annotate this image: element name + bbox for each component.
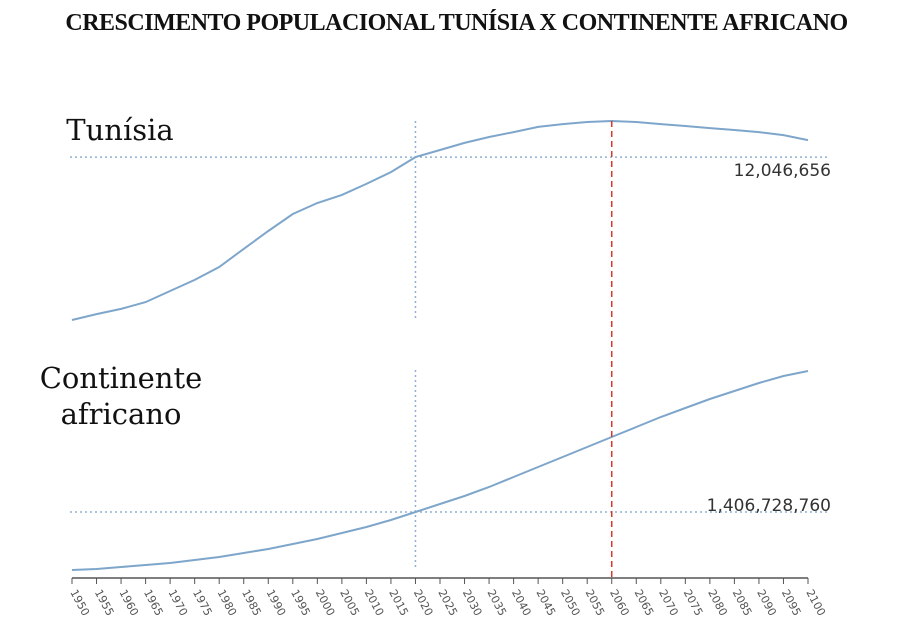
x-tick-label: 2095	[779, 587, 804, 618]
x-tick-label: 2005	[337, 587, 362, 618]
x-tick-label: 1950	[67, 587, 92, 618]
x-tick-label: 2085	[730, 587, 755, 618]
x-tick-label: 2025	[435, 587, 460, 618]
value-label: 1,406,728,760	[707, 496, 831, 516]
x-tick-label: 2000	[313, 587, 338, 618]
line	[71, 370, 809, 571]
x-tick-label: 2080	[705, 587, 730, 618]
line	[71, 119, 809, 321]
x-tick-label: 2055	[583, 587, 608, 618]
x-tick-label: 1965	[141, 587, 166, 618]
x-tick-label: 1955	[92, 587, 117, 618]
x-tick-label: 2010	[362, 587, 387, 618]
x-tick-label: 2075	[681, 587, 706, 618]
value-label: 12,046,656	[734, 161, 831, 181]
x-tick-label: 1970	[165, 587, 190, 618]
x-tick-label: 2060	[607, 587, 632, 618]
x-tick-label: 1980	[215, 587, 240, 618]
x-tick-label: 2045	[533, 587, 558, 618]
x-tick-label: 2050	[558, 587, 583, 618]
x-tick-label: 1995	[288, 587, 313, 618]
x-tick-label: 1985	[239, 587, 264, 618]
x-tick-label: 1990	[264, 587, 289, 618]
x-tick-label: 2100	[803, 587, 828, 618]
x-tick-label: 2040	[509, 587, 534, 618]
x-tick-label: 2030	[460, 587, 485, 618]
x-tick-label: 2065	[632, 587, 657, 618]
x-tick-label: 2015	[386, 587, 411, 618]
x-tick-label: 2090	[754, 587, 779, 618]
panel-title: Tunísia	[66, 113, 174, 147]
x-tick-label: 1960	[116, 587, 141, 618]
page-title: CRESCIMENTO POPULACIONAL TUNÍSIA X CONTI…	[65, 10, 848, 36]
x-tick-label: 1975	[190, 587, 215, 618]
panel-title: Continente africano	[39, 361, 203, 431]
x-tick-label: 2035	[484, 587, 509, 618]
x-tick-label: 2020	[411, 587, 436, 618]
x-tick-label: 2070	[656, 587, 681, 618]
